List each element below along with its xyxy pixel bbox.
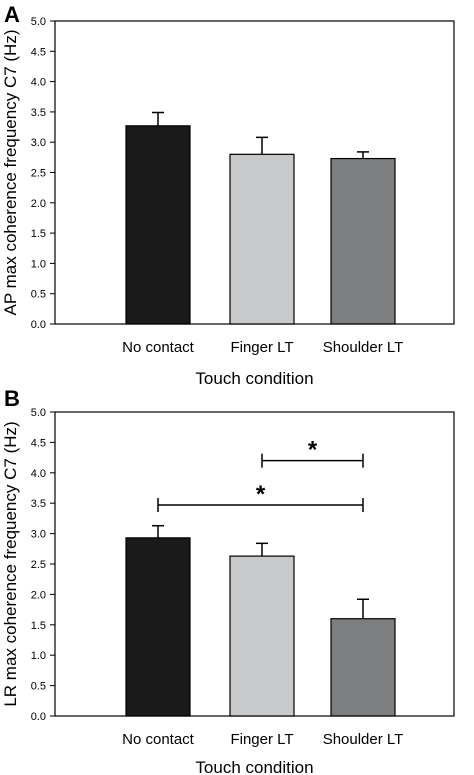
x-axis-title: Touch condition [195, 758, 313, 775]
y-tick-label: 1.5 [31, 620, 46, 632]
y-tick-label: 1.0 [31, 258, 46, 270]
panel-label: B [4, 386, 20, 411]
y-tick-label: 4.5 [31, 46, 46, 58]
y-tick-label: 2.5 [31, 559, 46, 571]
y-tick-label: 3.5 [31, 498, 46, 510]
x-category-label: No contact [122, 339, 195, 356]
y-tick-label: 4.5 [31, 437, 46, 449]
x-category-label: Shoulder LT [323, 731, 404, 748]
y-tick-label: 2.0 [31, 198, 46, 210]
y-tick-label: 5.0 [31, 16, 46, 28]
panel-label: A [4, 2, 20, 27]
bar-no-contact [125, 125, 191, 325]
x-category-label: No contact [122, 731, 195, 748]
y-tick-label: 1.0 [31, 650, 46, 662]
y-tick-label: 0.5 [31, 681, 46, 693]
bar-shoulder-lt [330, 618, 396, 717]
y-axis-title: AP max coherence frequency C7 (Hz) [1, 30, 20, 316]
y-tick-label: 4.0 [31, 468, 46, 480]
significance-star: * [256, 481, 266, 508]
x-category-label: Finger LT [230, 339, 293, 356]
y-tick-label: 0.0 [31, 711, 46, 723]
panel-b: B 0.0 0.5 1.0 1.5 2.0 2.5 3.0 3.5 4.0 4.5 5.0 LR max… [1, 386, 455, 775]
y-tick-label: 4.0 [31, 77, 46, 89]
y-tick-label: 0.5 [31, 289, 46, 301]
significance-star: * [308, 437, 318, 464]
bar-no-contact [125, 537, 191, 717]
y-tick-label: 2.5 [31, 168, 46, 180]
y-tick-label: 5.0 [31, 407, 46, 419]
panel-a: A 0.0 0.5 1.0 1.5 2.0 2.5 3.0 3.5 4.0 4.5 5.0 AP max… [1, 2, 455, 388]
y-tick-label: 3.0 [31, 137, 46, 149]
x-category-label: Finger LT [230, 731, 293, 748]
bar-shoulder-lt [330, 157, 396, 325]
y-tick-label: 2.0 [31, 589, 46, 601]
y-tick-label: 1.5 [31, 228, 46, 240]
bar-finger-lt [229, 153, 295, 325]
y-tick-label: 3.5 [31, 107, 46, 119]
y-tick-label: 0.0 [31, 319, 46, 331]
x-category-label: Shoulder LT [323, 339, 404, 356]
bar-finger-lt [229, 555, 295, 717]
y-axis-title: LR max coherence frequency C7 (Hz) [1, 421, 20, 706]
y-tick-label: 3.0 [31, 529, 46, 541]
x-axis-title: Touch condition [195, 369, 313, 388]
